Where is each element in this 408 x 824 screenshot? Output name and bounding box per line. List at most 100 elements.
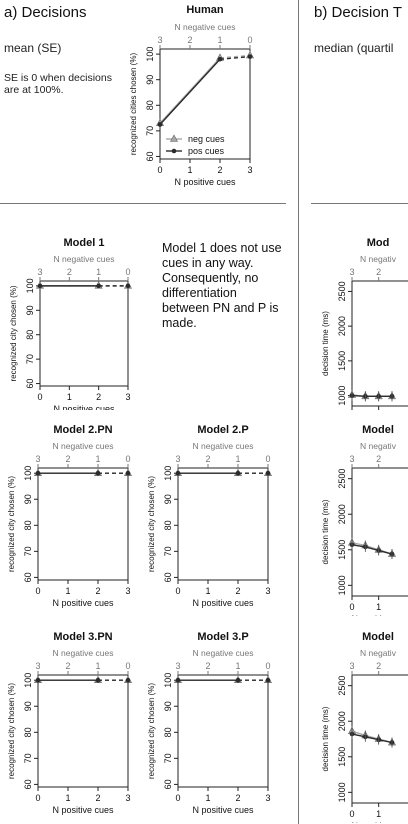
- plot-frame: [351, 467, 408, 597]
- x-tick-label: 3: [265, 586, 270, 596]
- y-axis-label: recognized city chosen (%): [7, 683, 16, 779]
- legend-pos-label: pos cues: [188, 146, 225, 156]
- x-axis-label: N positive cues: [192, 805, 254, 815]
- y-axis-label: decision time (ms): [321, 706, 330, 771]
- pos-cues-point: [125, 470, 131, 476]
- section-divider-vertical: [298, 0, 299, 824]
- x-axis-label: N positive cues: [53, 404, 115, 410]
- se-note: SE is 0 when decisions are at 100%.: [4, 72, 112, 96]
- plot-frame: [351, 280, 408, 407]
- y-tick-label: 100: [145, 47, 155, 62]
- y-tick-label: 70: [163, 753, 173, 763]
- y-tick-label: 1500: [337, 747, 347, 767]
- x-tick-label: 3: [125, 586, 130, 596]
- top-tick-label: 2: [65, 454, 70, 464]
- pos-cues-point: [35, 470, 41, 476]
- top-tick-label: 2: [376, 454, 381, 464]
- y-tick-label: 90: [23, 494, 33, 504]
- top-tick-label: 1: [235, 454, 240, 464]
- top-tick-label: 0: [125, 661, 130, 671]
- y-tick-label: 2500: [337, 469, 347, 489]
- top-tick-label: 1: [217, 35, 222, 45]
- top-axis-label: N negativ: [360, 648, 397, 658]
- x-tick-label: 0: [175, 793, 180, 803]
- y-axis-label: recognized city chosen (%): [147, 476, 156, 572]
- pos-cues-point: [37, 283, 43, 289]
- top-tick-label: 3: [37, 267, 42, 277]
- y-tick-label: 1000: [337, 575, 347, 595]
- chart-title: Model: [362, 631, 394, 643]
- legend-neg-label: neg cues: [188, 134, 225, 144]
- top-axis-label: N negative cues: [53, 441, 114, 451]
- chart-model1: Model 1 N negative cues 0 1 2 3 3 2 1 0 N positive…: [9, 237, 133, 410]
- top-tick-label: 3: [35, 454, 40, 464]
- y-tick-label: 100: [163, 466, 173, 481]
- x-tick-label: 0: [37, 392, 42, 402]
- chart-title: Model 2.PN: [53, 424, 112, 436]
- y-tick-label: 60: [23, 572, 33, 582]
- y-tick-label: 100: [25, 278, 35, 293]
- top-tick-label: 1: [95, 661, 100, 671]
- pos-cues-line: [219, 55, 251, 60]
- y-tick-label: 80: [23, 520, 33, 530]
- y-tick-label: 70: [25, 354, 35, 364]
- pos-cues-point: [235, 677, 241, 683]
- x-tick-label: 0: [349, 809, 354, 819]
- chart-title: Human: [186, 4, 224, 16]
- top-axis-label: N negativ: [360, 254, 397, 264]
- x-axis-label: N positive cues: [52, 805, 114, 815]
- top-axis-label: N negativ: [360, 441, 397, 451]
- y-tick-label: 2000: [337, 504, 347, 524]
- y-tick-label: 1500: [337, 540, 347, 560]
- y-tick-label: 90: [23, 701, 33, 711]
- chart-title: Model 1: [64, 237, 105, 249]
- top-tick-label: 3: [349, 454, 354, 464]
- y-axis-label: decision time (ms): [321, 499, 330, 564]
- pos-cues-line: [159, 58, 221, 125]
- top-tick-label: 3: [175, 454, 180, 464]
- x-axis-label: N positive cues: [52, 598, 114, 608]
- panel-b-stat-label: median (quartil: [314, 41, 394, 55]
- y-tick-label: 80: [163, 520, 173, 530]
- y-tick-label: 90: [163, 701, 173, 711]
- y-tick-label: 60: [163, 779, 173, 789]
- y-tick-label: 80: [25, 330, 35, 340]
- x-tick-label: 1: [205, 793, 210, 803]
- pos-cues-point: [125, 283, 131, 289]
- x-tick-label: 3: [125, 392, 130, 402]
- pos-cues-point: [265, 677, 271, 683]
- y-axis-label: recognized city chosen (%): [7, 476, 16, 572]
- top-tick-label: 0: [125, 267, 130, 277]
- chart-title: Model 3.P: [197, 631, 248, 643]
- x-tick-label: 0: [157, 165, 162, 175]
- top-tick-label: 1: [235, 661, 240, 671]
- pos-cues-point: [95, 470, 101, 476]
- chart-rt-model3: Model N negativ 0 1 3 2 N positive cues 1000 150…: [321, 631, 408, 823]
- chart-model3p: Model 3.P N negative cues 0 1 2 3 3 2 1 0 N positi…: [147, 631, 273, 815]
- plot-frame: [159, 48, 251, 160]
- top-tick-label: 0: [247, 35, 252, 45]
- y-axis-label: recognized cities chosen (%): [129, 53, 138, 156]
- y-tick-label: 80: [145, 100, 155, 110]
- y-tick-label: 2000: [337, 711, 347, 731]
- pos-cues-point: [175, 677, 181, 683]
- x-axis-label: N positive cues: [174, 177, 236, 187]
- top-tick-label: 0: [125, 454, 130, 464]
- x-tick-label: 0: [175, 586, 180, 596]
- top-axis-label: N negative cues: [53, 648, 114, 658]
- y-tick-label: 1000: [337, 782, 347, 802]
- x-tick-label: 2: [95, 793, 100, 803]
- pos-cues-point: [175, 470, 181, 476]
- chart-title: Model 2.P: [197, 424, 248, 436]
- pos-cues-point: [235, 470, 241, 476]
- top-tick-label: 3: [349, 267, 354, 277]
- y-tick-label: 80: [163, 727, 173, 737]
- top-tick-label: 2: [376, 661, 381, 671]
- chart-title: Mod: [367, 237, 390, 249]
- x-tick-label: 0: [35, 793, 40, 803]
- chart-human: Human N negative cues 0 1 2 3 3 2 1 0 N positive c…: [129, 4, 255, 187]
- model1-note: Model 1 does not use cues in any way. Co…: [162, 241, 282, 330]
- y-tick-label: 1000: [337, 386, 347, 406]
- x-tick-label: 1: [376, 809, 381, 819]
